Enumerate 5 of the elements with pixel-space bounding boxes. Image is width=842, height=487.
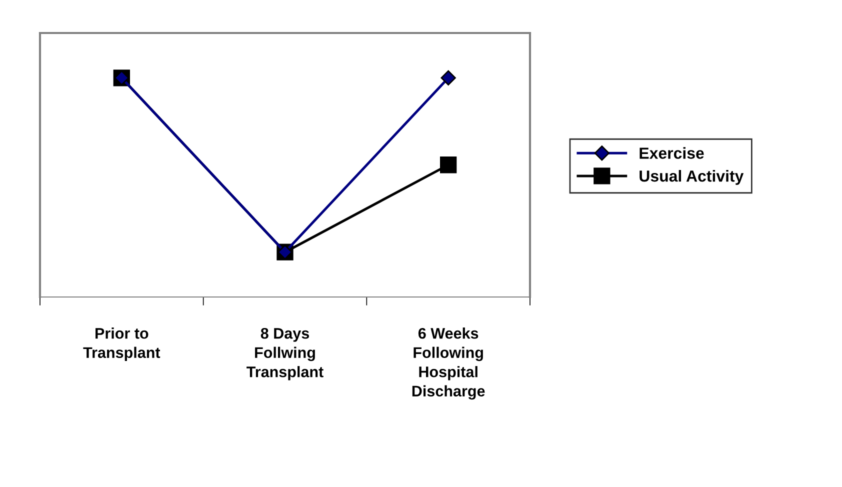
x-tick-label: 8 Days Follwing Transplant (246, 328, 324, 380)
legend-label: Exercise (640, 147, 704, 159)
x-tick-label: Prior to Transplant (83, 328, 160, 362)
legend-label: Usual Activity (640, 170, 744, 185)
x-tick-label: 6 Weeks Following Hospital Discharge (412, 328, 485, 400)
